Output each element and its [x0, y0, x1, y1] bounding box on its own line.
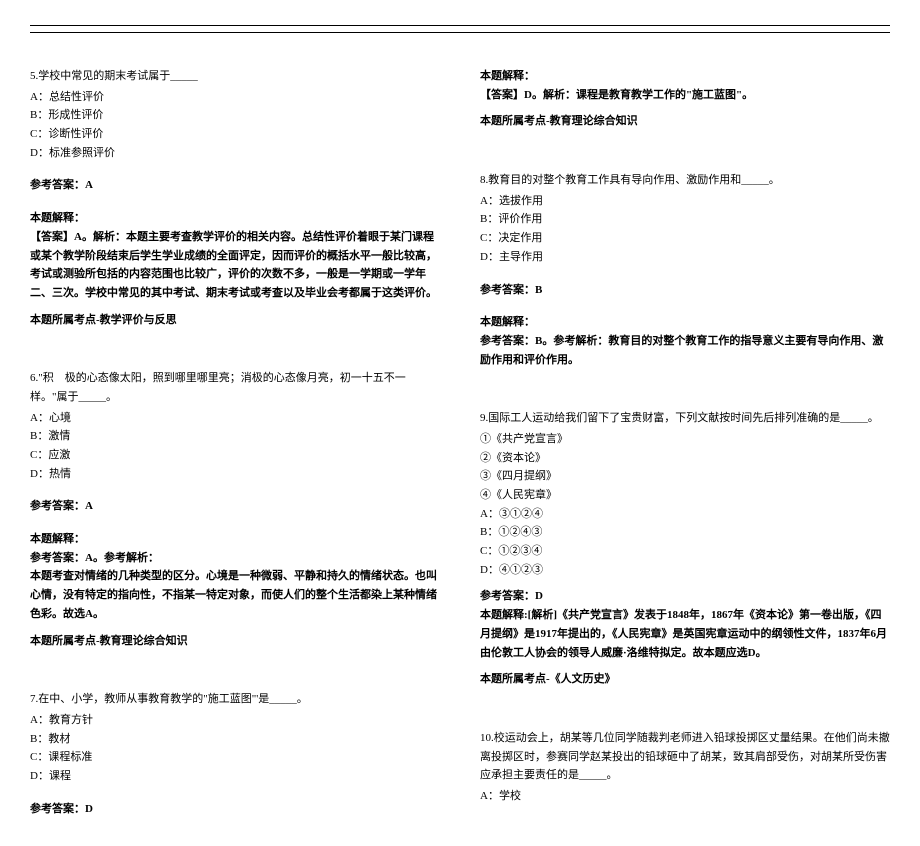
- q5-opt-b: B：形成性评价: [30, 106, 440, 125]
- q8-opt-d: D：主导作用: [480, 248, 890, 267]
- q9-answer-label: 参考答案：D: [480, 587, 890, 606]
- question-9: 9.国际工人运动给我们留下了宝贵财富，下列文献按时间先后排列准确的是_____。…: [480, 409, 890, 689]
- right-column: 本题解释： 【答案】D。解析：课程是教育教学工作的"施工蓝图"。 本题所属考点-…: [480, 53, 890, 836]
- q7-opt-c: C：课程标准: [30, 748, 440, 767]
- q5-explain-label: 本题解释：: [30, 209, 440, 228]
- q5-answer-label: 参考答案：A: [30, 176, 440, 195]
- q8-opt-a: A：选拔作用: [480, 192, 890, 211]
- q8-answer-label: 参考答案：B: [480, 281, 890, 300]
- q6-opt-d: D：热情: [30, 465, 440, 484]
- q7-answer-label: 参考答案：D: [30, 800, 440, 819]
- q5-explain-body: 【答案】A。解析：本题主要考查教学评价的相关内容。总结性评价着眼于某门课程或某个…: [30, 228, 440, 303]
- q5-opt-c: C：诊断性评价: [30, 125, 440, 144]
- q9-explain-body: 本题解释:[解析]《共产党宣言》发表于1848年，1867年《资本论》第一卷出版…: [480, 606, 890, 662]
- q8-opt-b: B：评价作用: [480, 210, 890, 229]
- q9-stem: 9.国际工人运动给我们留下了宝贵财富，下列文献按时间先后排列准确的是_____。: [480, 409, 890, 428]
- question-6: 6."积 极的心态像太阳，照到哪里哪里亮；消极的心态像月亮，初一十五不一样。"属…: [30, 369, 440, 650]
- q6-opt-a: A：心境: [30, 409, 440, 428]
- question-5: 5.学校中常见的期末考试属于_____ A：总结性评价 B：形成性评价 C：诊断…: [30, 67, 440, 329]
- q8-opt-c: C：决定作用: [480, 229, 890, 248]
- horizontal-rule-top: [30, 25, 890, 26]
- question-7: 7.在中、小学，教师从事教育教学的"施工蓝图"'是_____。 A：教育方针 B…: [30, 690, 440, 818]
- question-8: 8.教育目的对整个教育工作具有导向作用、激励作用和_____。 A：选拔作用 B…: [480, 171, 890, 369]
- q9-num-4: ④《人民宪章》: [480, 486, 890, 505]
- question-7-explain: 本题解释： 【答案】D。解析：课程是教育教学工作的"施工蓝图"。 本题所属考点-…: [480, 67, 890, 131]
- q6-explain-l1: 参考答案：A。参考解析：: [30, 549, 440, 568]
- left-column: 5.学校中常见的期末考试属于_____ A：总结性评价 B：形成性评价 C：诊断…: [30, 53, 440, 836]
- q7-opt-d: D：课程: [30, 767, 440, 786]
- q8-explain-label: 本题解释：: [480, 313, 890, 332]
- q8-stem: 8.教育目的对整个教育工作具有导向作用、激励作用和_____。: [480, 171, 890, 190]
- q9-num-3: ③《四月提纲》: [480, 467, 890, 486]
- q7-opt-a: A：教育方针: [30, 711, 440, 730]
- q10-stem: 10.校运动会上，胡某等几位同学随裁判老师进入铅球投掷区丈量结果。在他们尚未撤离…: [480, 729, 890, 785]
- q7-topic: 本题所属考点-教育理论综合知识: [480, 112, 890, 131]
- q6-stem: 6."积 极的心态像太阳，照到哪里哪里亮；消极的心态像月亮，初一十五不一样。"属…: [30, 369, 440, 406]
- q7-stem: 7.在中、小学，教师从事教育教学的"施工蓝图"'是_____。: [30, 690, 440, 709]
- q8-explain-body: 参考答案：B。参考解析：教育目的对整个教育工作的指导意义主要有导向作用、激励作用…: [480, 332, 890, 369]
- q9-opt-b: B：①②④③: [480, 523, 890, 542]
- q9-opt-d: D：④①②③: [480, 561, 890, 580]
- q9-opt-a: A：③①②④: [480, 505, 890, 524]
- q7-opt-b: B：教材: [30, 730, 440, 749]
- q6-answer-label: 参考答案：A: [30, 497, 440, 516]
- q5-stem: 5.学校中常见的期末考试属于_____: [30, 67, 440, 86]
- q6-explain-l2: 本题考查对情绪的几种类型的区分。心境是一种微弱、平静和持久的情绪状态。也叫心情，…: [30, 567, 440, 623]
- q6-opt-b: B：激情: [30, 427, 440, 446]
- page-body: 5.学校中常见的期末考试属于_____ A：总结性评价 B：形成性评价 C：诊断…: [0, 33, 920, 846]
- q6-opt-c: C：应激: [30, 446, 440, 465]
- q6-explain-label: 本题解释：: [30, 530, 440, 549]
- q9-topic: 本题所属考点-《人文历史》: [480, 670, 890, 689]
- question-10: 10.校运动会上，胡某等几位同学随裁判老师进入铅球投掷区丈量结果。在他们尚未撤离…: [480, 729, 890, 806]
- q9-num-2: ②《资本论》: [480, 449, 890, 468]
- q5-topic: 本题所属考点-教学评价与反思: [30, 311, 440, 330]
- q9-num-1: ①《共产党宣言》: [480, 430, 890, 449]
- q7-explain-label: 本题解释：: [480, 67, 890, 86]
- q7-explain-body: 【答案】D。解析：课程是教育教学工作的"施工蓝图"。: [480, 86, 890, 105]
- q6-topic: 本题所属考点-教育理论综合知识: [30, 632, 440, 651]
- q10-opt-a: A：学校: [480, 787, 890, 806]
- q5-opt-a: A：总结性评价: [30, 88, 440, 107]
- q5-opt-d: D：标准参照评价: [30, 144, 440, 163]
- q9-opt-c: C：①②③④: [480, 542, 890, 561]
